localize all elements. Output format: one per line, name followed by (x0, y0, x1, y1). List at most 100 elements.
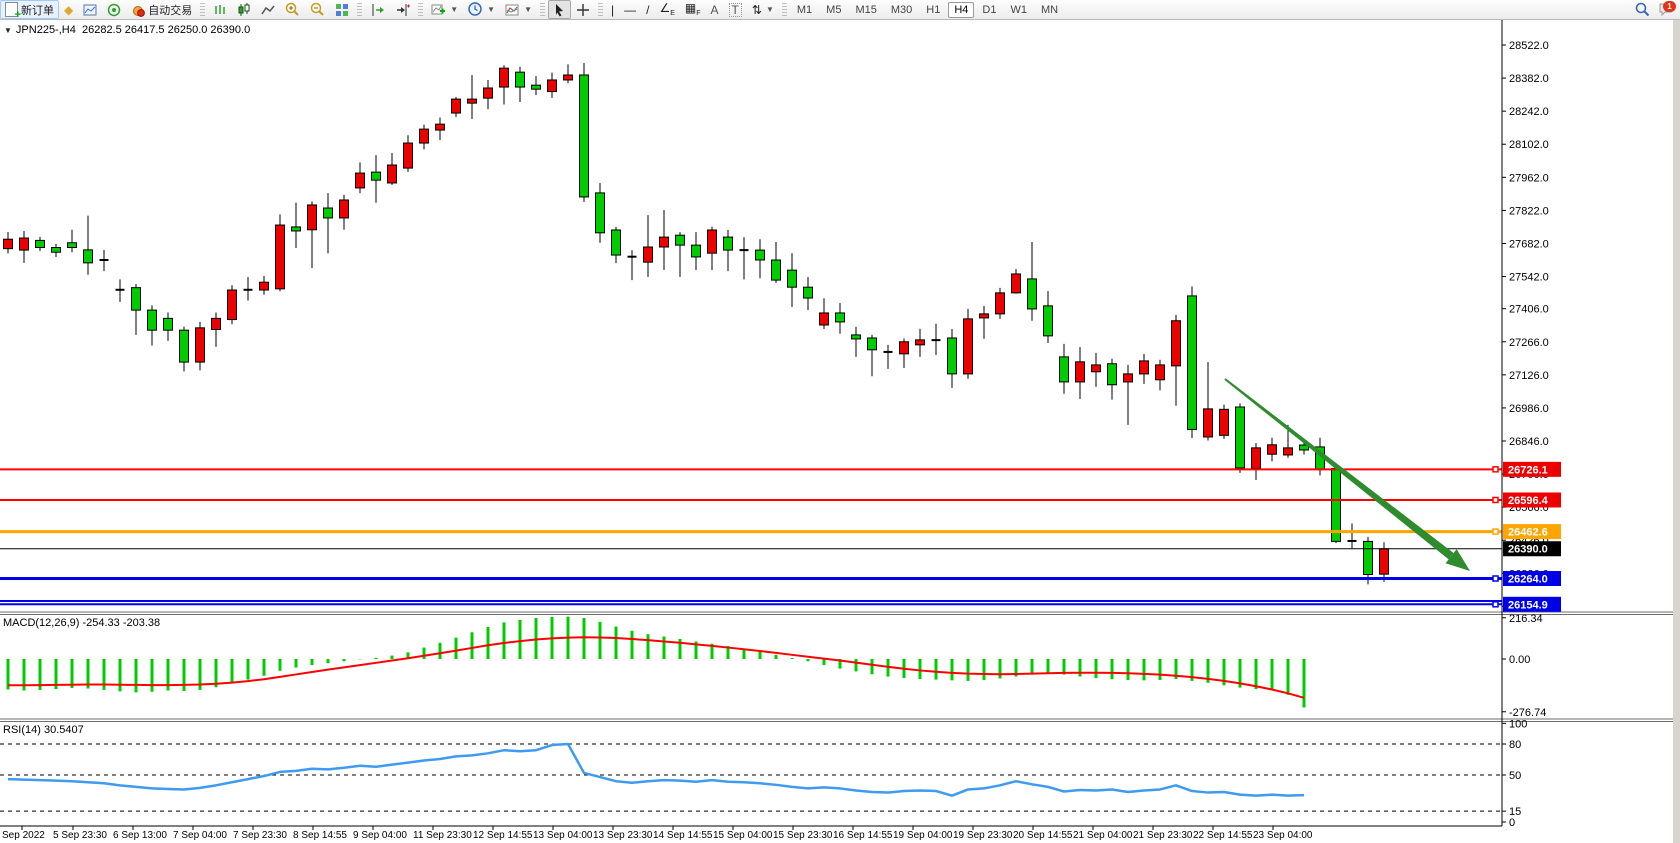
macd-histogram-bar (1302, 659, 1306, 708)
hline-anchor-marker[interactable] (1492, 575, 1499, 582)
candle-body (835, 312, 845, 323)
rsi-axis-label: 100 (1509, 718, 1527, 730)
autotrading-button[interactable]: 自动交易 (126, 0, 197, 19)
chart-canvas[interactable]: 28522.0 28382.0 28242.0 28102.0 27962.0 27822… (0, 19, 1680, 843)
crosshair-tool-button[interactable] (571, 0, 595, 19)
timeframe-m5[interactable]: M5 (826, 3, 842, 16)
macd-histogram-bar (406, 652, 410, 659)
macd-histogram-bar (486, 626, 490, 659)
macd-histogram-bar (934, 659, 938, 680)
cursor-tool-button[interactable] (548, 0, 571, 19)
trendline-tool-button[interactable]: / (641, 0, 654, 19)
hline-anchor-marker[interactable] (1492, 528, 1499, 535)
indicators-icon (431, 4, 446, 14)
indicators-caret-icon: ▼ (450, 5, 459, 14)
tile-windows-button[interactable] (330, 0, 354, 19)
bar-chart-mode-button[interactable] (208, 0, 232, 19)
chart-symbol-period: JPN225-,H4 (15, 24, 76, 36)
price-badge-label: 26596.4 (1508, 495, 1549, 507)
fibonacci-tool-button[interactable]: ▦F (680, 0, 706, 19)
chart-ohlc-values: 26282.5 26417.5 26250.0 26390.0 (81, 24, 251, 36)
timeframe-h4[interactable]: H4 (948, 1, 975, 18)
equidistant-channel-tool-button[interactable]: ∠E (654, 0, 679, 19)
line-chart-mode-button[interactable] (256, 0, 280, 19)
timeframe-m1[interactable]: M1 (796, 3, 813, 16)
macd-histogram-bar (310, 659, 314, 666)
timeframe-m30[interactable]: M30 (890, 3, 913, 16)
chart-title[interactable]: ▼ JPN225-,H4 26282.5 26417.5 26250.0 2639… (4, 24, 250, 36)
indicators-button[interactable]: ▼ (426, 0, 463, 19)
price-line-badge (1503, 541, 1561, 557)
time-axis-label: 7 Sep 04:00 (173, 830, 227, 841)
zoom-out-button[interactable] (305, 0, 330, 19)
macd-histogram-bar (1174, 659, 1178, 680)
chart-dropdown-icon[interactable]: ▼ (4, 26, 12, 35)
candle-body (1091, 364, 1101, 373)
auto-scroll-button[interactable] (365, 0, 390, 19)
price-badge-label: 26264.0 (1508, 574, 1548, 586)
candlestick-series (3, 62, 1389, 585)
macd-histogram-bar (150, 659, 154, 692)
data-window-button[interactable] (78, 0, 102, 19)
toolbar-grip (598, 3, 603, 16)
candle-body (1155, 364, 1165, 381)
time-axis-label: 19 Sep 23:30 (953, 830, 1013, 841)
macd-histogram-bar (86, 659, 90, 689)
timeframe-h1[interactable]: H1 (926, 3, 941, 16)
text-label-tool-button[interactable]: T (724, 0, 747, 19)
candle-body (275, 224, 285, 290)
time-axis-label: 6 Sep 13:00 (113, 830, 167, 841)
notification-badge: 1 (1663, 0, 1676, 12)
new-order-label: 新订单 (21, 4, 54, 17)
timeframe-d1[interactable]: D1 (982, 3, 997, 16)
candle-body (291, 226, 301, 232)
macd-histogram-bar (966, 659, 970, 681)
periods-button[interactable]: ▼ (463, 0, 500, 19)
candle-body (211, 317, 221, 330)
text-label-icon: T (728, 2, 742, 17)
notifications-button[interactable]: 1 (1658, 0, 1676, 18)
hline-anchor-marker[interactable] (1492, 496, 1499, 504)
hline-anchor-marker[interactable] (1492, 601, 1499, 608)
time-axis-label: 7 Sep 23:30 (233, 830, 287, 841)
candle-body (323, 207, 333, 219)
new-order-button[interactable]: 新订单 (0, 0, 59, 21)
horizontal-line-tool-button[interactable]: — (619, 0, 641, 19)
strategy-tester-button[interactable] (102, 0, 126, 19)
candle-body (707, 229, 717, 254)
chart-shift-button[interactable] (390, 0, 415, 19)
text-tool-button[interactable]: A (706, 0, 724, 19)
timeframe-mn[interactable]: MN (1040, 3, 1059, 16)
candle-body (691, 244, 701, 258)
macd-histogram-bar (70, 659, 74, 688)
candle-chart-mode-button[interactable] (232, 0, 256, 19)
vertical-line-tool-button[interactable]: | (606, 0, 619, 19)
arrow-objects-button[interactable]: ⇅ ▼ (747, 0, 779, 19)
macd-histogram-bar (582, 618, 586, 659)
time-axis-label: 8 Sep 14:55 (293, 830, 347, 841)
candle-body (483, 87, 493, 99)
timeframe-w1[interactable]: W1 (1010, 3, 1027, 16)
price-axis-label: 27682.0 (1509, 238, 1549, 250)
new-order-icon (5, 2, 21, 21)
templates-button[interactable]: ▼ (500, 0, 537, 19)
macd-histogram-bar (278, 659, 282, 671)
market-watch-button[interactable]: ◆ (59, 0, 78, 19)
candle-body (1171, 320, 1181, 367)
price-badge-label: 26154.9 (1508, 599, 1548, 611)
search-icon[interactable] (1635, 2, 1650, 17)
candle-body (643, 246, 653, 263)
time-axis-label: 22 Sep 14:55 (1193, 830, 1253, 841)
macd-histogram-bar (918, 659, 922, 680)
text-tool-icon: A (710, 2, 719, 17)
hline-anchor-marker[interactable] (1492, 466, 1499, 473)
trend-arrow[interactable] (1224, 378, 1470, 571)
candle-body (419, 128, 429, 144)
macd-histogram-bar (118, 659, 122, 692)
timeframe-m15[interactable]: M15 (855, 3, 877, 16)
time-axis-label: 21 Sep 04:00 (1073, 830, 1133, 841)
candle-body (915, 339, 925, 346)
time-axis-label: 20 Sep 14:55 (1013, 830, 1073, 841)
periods-caret-icon: ▼ (487, 5, 496, 14)
zoom-in-button[interactable] (280, 0, 305, 19)
